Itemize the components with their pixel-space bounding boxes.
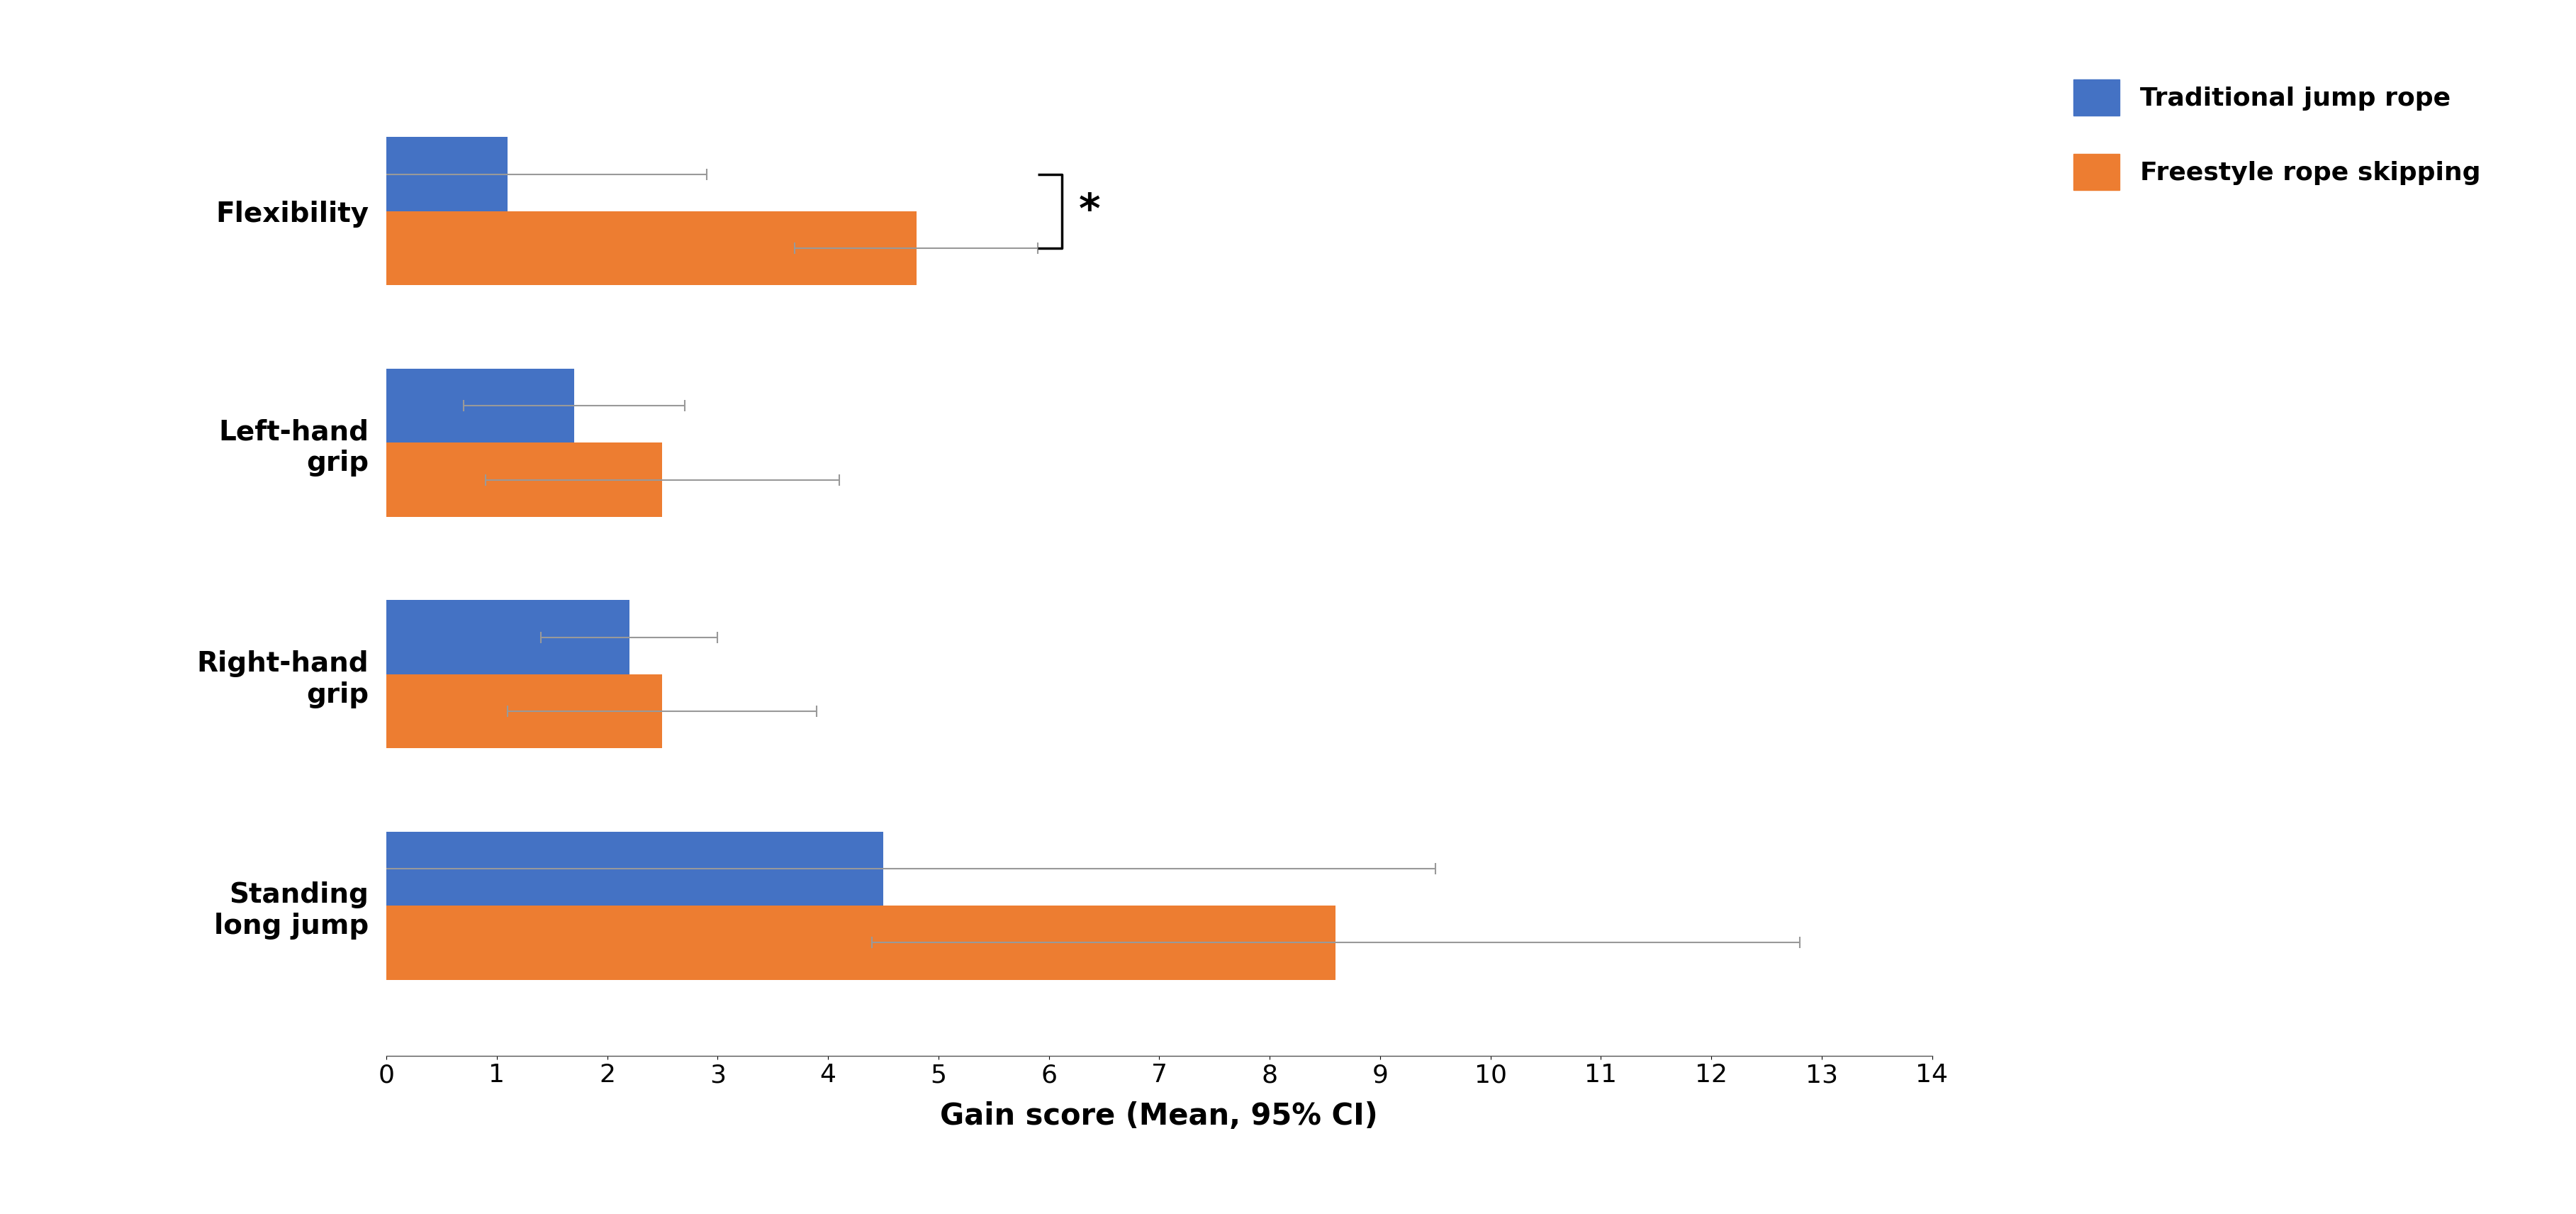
Bar bbox=[386, 600, 629, 674]
Bar bbox=[386, 443, 662, 517]
X-axis label: Gain score (Mean, 95% CI): Gain score (Mean, 95% CI) bbox=[940, 1101, 1378, 1130]
Text: *: * bbox=[1079, 191, 1100, 232]
Bar bbox=[386, 906, 1337, 980]
Bar bbox=[386, 211, 917, 285]
Bar bbox=[386, 137, 507, 211]
Legend: Traditional jump rope, Freestyle rope skipping: Traditional jump rope, Freestyle rope sk… bbox=[2048, 53, 2506, 216]
Bar bbox=[386, 674, 662, 748]
Bar bbox=[386, 369, 574, 443]
Bar bbox=[386, 832, 884, 906]
